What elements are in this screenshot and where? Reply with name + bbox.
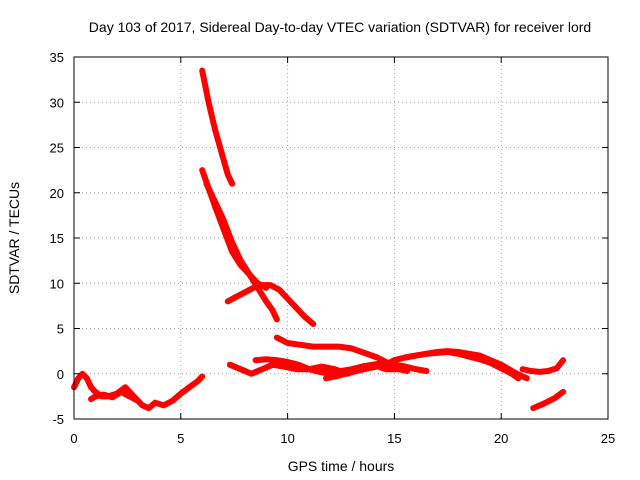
x-tick-label: 5 — [177, 431, 184, 446]
series-arc-13 — [519, 357, 567, 375]
y-tick-label: -5 — [52, 412, 64, 427]
series-arc-7 — [224, 282, 317, 327]
y-tick-label: 15 — [50, 231, 64, 246]
series-arc-9 — [273, 334, 398, 368]
y-tick-label: 25 — [50, 141, 64, 156]
y-axis-label: SDTVAR / TECUs — [6, 182, 22, 294]
series-arc-2 — [88, 388, 142, 404]
series-arc-14 — [530, 388, 567, 412]
series-arc-12 — [402, 349, 522, 382]
x-tick-label: 0 — [70, 431, 77, 446]
series-arc-3 — [199, 67, 236, 187]
y-tick-label: 35 — [50, 50, 64, 65]
y-tick-label: 30 — [50, 95, 64, 110]
x-tick-label: 25 — [601, 431, 615, 446]
chart-title: Day 103 of 2017, Sidereal Day-to-day VTE… — [89, 19, 591, 35]
series-arc-1 — [71, 370, 206, 412]
series-arc-5 — [203, 180, 270, 291]
x-tick-label: 15 — [387, 431, 401, 446]
y-tick-label: 0 — [57, 367, 64, 382]
series-arc-10 — [252, 356, 430, 377]
data-series — [71, 67, 567, 412]
y-tick-label: 10 — [50, 276, 64, 291]
series-arc-6 — [212, 203, 253, 278]
y-tick-label: 5 — [57, 322, 64, 337]
x-axis-label: GPS time / hours — [288, 458, 395, 474]
grid-lines — [74, 57, 608, 419]
axis-ticks: 0 5 10 15 20 25 -5 0 5 10 15 20 25 30 35 — [50, 50, 616, 446]
x-tick-label: 20 — [494, 431, 508, 446]
x-tick-label: 10 — [280, 431, 294, 446]
y-tick-label: 20 — [50, 186, 64, 201]
